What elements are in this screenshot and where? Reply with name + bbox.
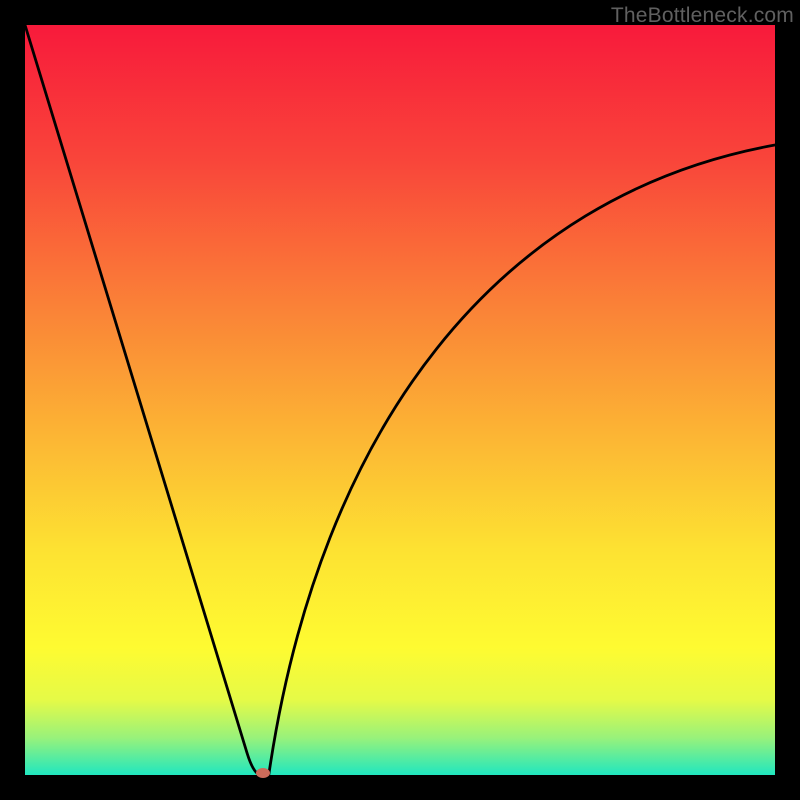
chart-plot-area bbox=[25, 25, 775, 775]
bottleneck-curve bbox=[25, 25, 775, 775]
minimum-marker bbox=[256, 768, 270, 778]
watermark: TheBottleneck.com bbox=[611, 4, 794, 28]
